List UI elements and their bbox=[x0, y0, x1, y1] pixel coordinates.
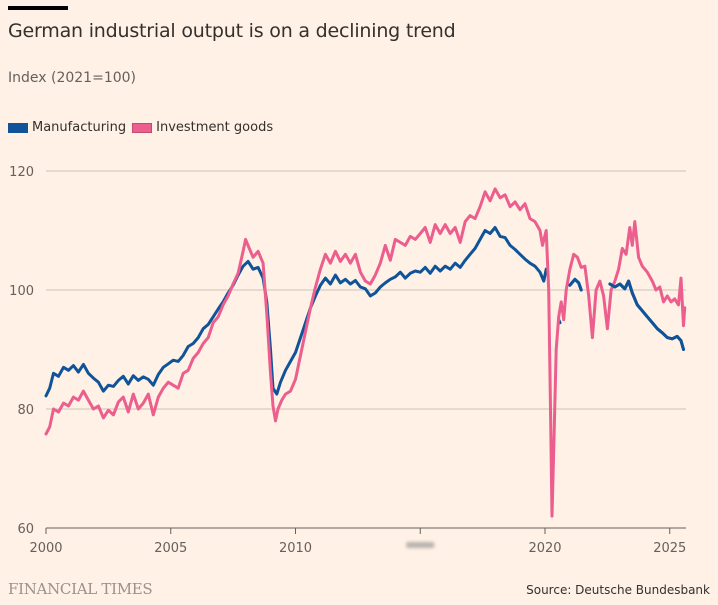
y-axis: 60 80 100 120 bbox=[9, 165, 34, 537]
y-tick-label-80: 80 bbox=[17, 403, 34, 418]
x-axis: 2000 2005 2010 2020 2025 bbox=[29, 527, 686, 556]
x-tick-label-2020: 2020 bbox=[528, 541, 561, 556]
manufacturing-line-overlay bbox=[608, 279, 685, 351]
legend-swatch-manufacturing bbox=[8, 122, 28, 133]
investment-goods-line bbox=[44, 187, 687, 518]
legend-label-manufacturing: Manufacturing bbox=[32, 120, 127, 135]
chart-subtitle: Index (2021=100) bbox=[8, 70, 136, 86]
source-note: Source: Deutsche Bundesbank bbox=[526, 583, 710, 597]
y-tick-label-60: 60 bbox=[17, 522, 34, 537]
legend-item-manufacturing: Manufacturing bbox=[8, 120, 126, 135]
x-tick-label-obscured bbox=[406, 542, 435, 548]
series-lines bbox=[44, 187, 687, 518]
brand-bar bbox=[8, 6, 68, 10]
legend: Manufacturing Investment goods bbox=[8, 120, 279, 135]
x-tick-label-2010: 2010 bbox=[279, 541, 312, 556]
legend-item-investment-goods: Investment goods bbox=[132, 120, 273, 135]
x-tick-label-2025: 2025 bbox=[653, 541, 686, 556]
manufacturing-line-overlay bbox=[568, 277, 583, 292]
x-tick-label-2005: 2005 bbox=[154, 541, 187, 556]
legend-label-investment-goods: Investment goods bbox=[156, 120, 274, 135]
y-tick-label-120: 120 bbox=[9, 165, 34, 180]
y-tick-label-100: 100 bbox=[9, 284, 34, 299]
ft-logo: FINANCIAL TIMES bbox=[8, 580, 153, 598]
line-chart: 60 80 100 120 2000 2005 2010 2020 2025 bbox=[9, 165, 687, 556]
x-tick-label-2000: 2000 bbox=[29, 541, 62, 556]
chart-title: German industrial output is on a declini… bbox=[8, 20, 456, 42]
legend-swatch-investment-goods bbox=[132, 122, 153, 133]
manufacturing-line bbox=[44, 226, 548, 398]
